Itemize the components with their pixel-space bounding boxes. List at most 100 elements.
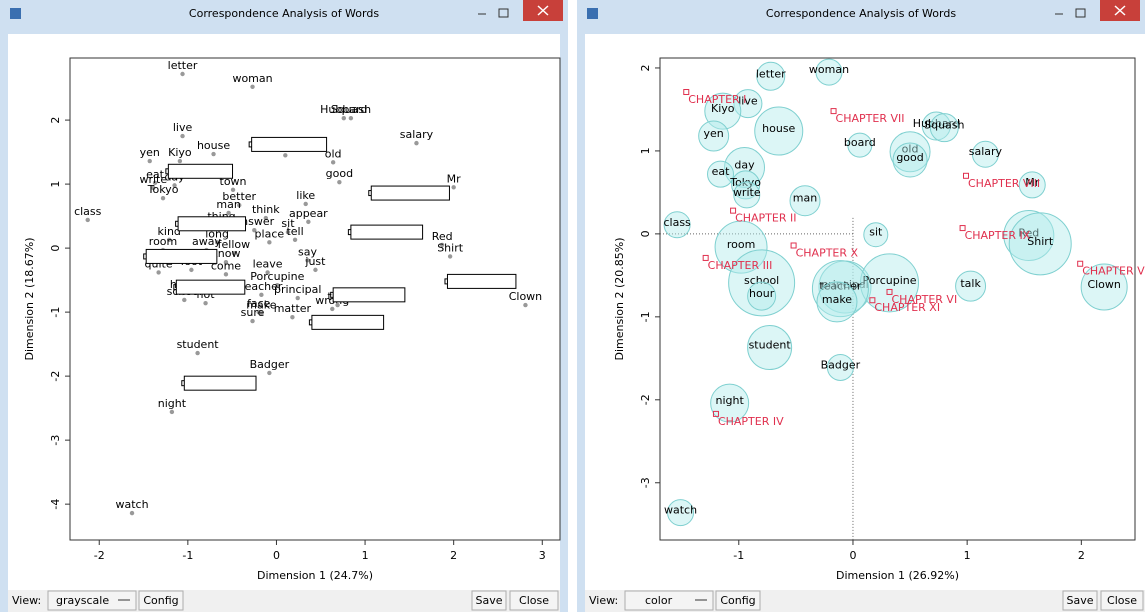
point-label: come — [211, 259, 241, 272]
point — [177, 158, 183, 164]
point — [231, 251, 237, 256]
x-tick-label: -1 — [733, 549, 744, 562]
point-label: away — [192, 235, 221, 248]
maximize-button[interactable] — [1075, 8, 1086, 18]
chapter-box — [167, 163, 234, 179]
chapter-label: CHAPTER I — [688, 93, 746, 106]
chapter-marker — [790, 242, 797, 249]
point-label: teacher — [240, 280, 283, 293]
save-button[interactable] — [471, 590, 507, 611]
point — [263, 215, 269, 221]
point-label: school — [744, 274, 779, 287]
bubble — [704, 92, 742, 130]
point — [259, 292, 264, 298]
x-tick-label: 2 — [450, 549, 457, 562]
point — [160, 195, 166, 201]
point-label: night — [716, 394, 745, 407]
chapter-marker — [702, 254, 709, 261]
close-text-button[interactable] — [1100, 590, 1144, 611]
y-tick-label: 0 — [639, 230, 652, 237]
point-label: Squash — [924, 119, 964, 132]
point-label: leave — [253, 257, 283, 270]
point-label: think — [252, 203, 280, 216]
point-label: yen — [704, 127, 724, 140]
save-button[interactable] — [1062, 590, 1098, 611]
point-label: Porcupine — [862, 274, 916, 287]
bubble — [747, 281, 777, 311]
chapter-box — [446, 273, 517, 289]
config-button[interactable] — [138, 590, 184, 611]
view-select[interactable] — [624, 590, 714, 611]
maximize-button[interactable] — [498, 8, 509, 18]
bubble — [811, 260, 869, 318]
x-tick-label: 1 — [362, 549, 369, 562]
point — [295, 295, 300, 301]
config-button[interactable] — [715, 590, 761, 611]
point-label: man — [793, 192, 817, 205]
point-label: Kiyo — [711, 102, 735, 115]
point-label: principal — [274, 283, 321, 296]
bubble — [971, 140, 999, 168]
close-icon — [537, 5, 549, 16]
point-label: board — [844, 136, 876, 149]
view-value: color — [645, 594, 673, 607]
bubble — [707, 160, 735, 188]
point-label: fellow — [218, 238, 250, 251]
point-label: Red — [1018, 227, 1039, 240]
point-label: day — [734, 159, 755, 172]
chapter-box — [183, 375, 257, 391]
point-label: salary — [969, 145, 1003, 158]
bubble — [1003, 210, 1055, 262]
point-label: Mr — [1025, 176, 1039, 189]
point — [285, 229, 291, 235]
point-label: letter — [168, 59, 198, 72]
x-tick-label: -2 — [94, 549, 105, 562]
point — [167, 237, 172, 242]
x-tick-label: 0 — [273, 549, 280, 562]
point-label: student — [749, 339, 792, 352]
chapter-label: CHAPTER III — [708, 259, 773, 272]
point — [195, 350, 200, 356]
x-tick-label: 0 — [849, 549, 856, 562]
bubble — [731, 170, 761, 200]
point — [250, 84, 255, 90]
point-label: Badger — [250, 358, 290, 371]
point-label: eat — [146, 168, 165, 181]
window-title: Correspondence Analysis of Words — [189, 7, 379, 20]
x-axis-label: Dimension 1 (24.7%) — [257, 569, 373, 582]
point-label: make — [822, 293, 852, 306]
chapter-box — [251, 136, 328, 152]
close-icon — [1114, 5, 1126, 16]
point-label: eat — [712, 165, 731, 178]
chapter-label: CHAPTER X — [796, 246, 859, 259]
chapter-label: CHAPTER VII — [836, 112, 905, 125]
point-label: woman — [232, 72, 272, 85]
view-select[interactable] — [47, 590, 137, 611]
point — [341, 115, 346, 121]
point — [275, 283, 280, 288]
bubble — [756, 61, 786, 91]
point-label: say — [298, 245, 317, 258]
point-label: watch — [664, 504, 697, 517]
chapter-label: CHAPTER II — [735, 212, 796, 225]
x-tick-label: -1 — [182, 549, 193, 562]
chapter-box — [177, 216, 247, 232]
bubble — [1008, 212, 1072, 276]
point — [439, 242, 445, 248]
y-tick-label: -4 — [49, 499, 62, 510]
close-text-button[interactable] — [509, 590, 559, 611]
save-label: Save — [1066, 594, 1093, 607]
point-label: night — [158, 397, 187, 410]
point — [147, 158, 152, 164]
bubble — [747, 325, 793, 371]
point — [203, 300, 208, 306]
point — [169, 409, 175, 415]
point-label: know — [211, 247, 240, 260]
view-label: View: — [12, 594, 41, 607]
point-label: watch — [115, 498, 148, 511]
x-tick-label: 1 — [964, 549, 971, 562]
y-tick-label: 1 — [49, 181, 62, 188]
point — [330, 160, 336, 165]
point-label: sit — [281, 217, 295, 230]
point-label: Red — [432, 230, 453, 243]
